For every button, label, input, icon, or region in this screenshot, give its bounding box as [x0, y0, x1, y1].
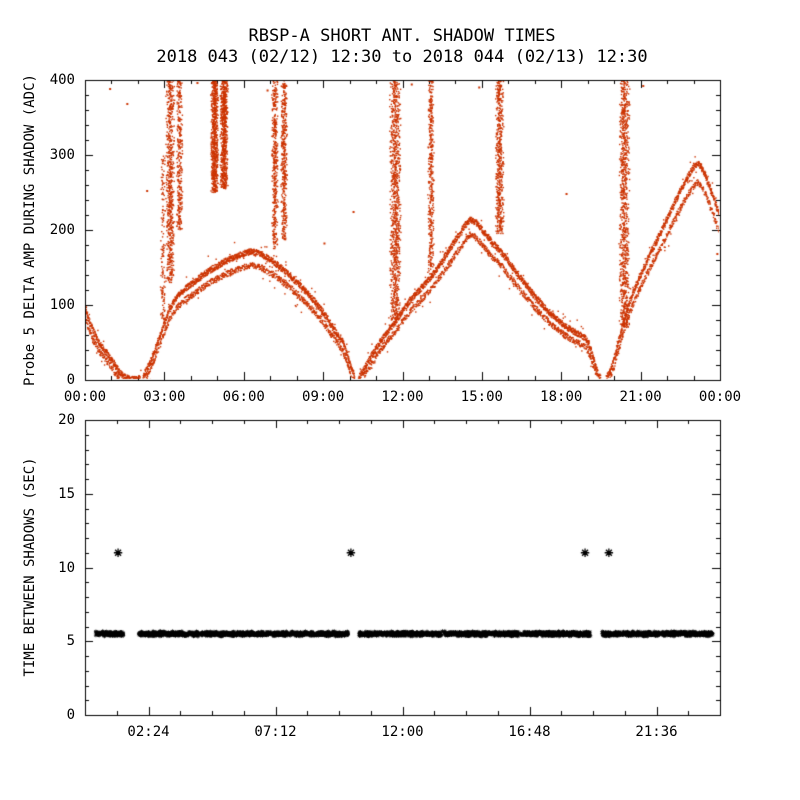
top-chart-x-tick-label: 18:00 [540, 389, 583, 405]
bottom-chart-y-tick-label: 20 [58, 412, 75, 428]
bottom-chart-y-tick-label: 0 [66, 707, 75, 723]
top-chart-x-tick-label: 15:00 [460, 389, 503, 405]
bottom-chart-x-tick-label: 02:24 [127, 724, 170, 740]
top-chart-x-tick-label: 00:00 [63, 389, 107, 405]
figure-subtitle: 2018 043 (02/12) 12:30 to 2018 044 (02/1… [156, 47, 648, 67]
top-chart-x-tick-label: 03:00 [143, 389, 186, 405]
bottom-chart-y-tick-label: 15 [58, 485, 75, 502]
top-chart-y-tick-label: 100 [49, 297, 75, 313]
top-chart-x-tick-label: 06:00 [222, 389, 265, 405]
top-chart-y-tick-label: 300 [49, 147, 75, 163]
bottom-chart-x-tick-label: 12:00 [381, 724, 424, 740]
bottom-chart-x-tick-label: 07:12 [254, 724, 297, 740]
top-chart-x-tick-label: 21:00 [619, 389, 662, 405]
bottom-chart-x-tick-label: 21:36 [635, 724, 678, 740]
bottom-chart-y-tick-label: 5 [66, 633, 75, 650]
bottom-chart-x-tick-label: 16:48 [508, 724, 551, 740]
figure-title: RBSP-A SHORT ANT. SHADOW TIMES [248, 26, 556, 46]
top-chart-y-tick-label: 400 [49, 72, 75, 88]
top-chart-x-tick-label: 00:00 [698, 389, 742, 405]
top-chart-x-tick-label: 09:00 [302, 389, 345, 405]
top-chart-x-tick-label: 12:00 [381, 389, 424, 405]
top-chart-y-tick-label: 200 [49, 222, 75, 238]
bottom-chart-y-tick-label: 10 [58, 559, 75, 576]
top-chart-y-tick-label: 0 [66, 372, 75, 388]
